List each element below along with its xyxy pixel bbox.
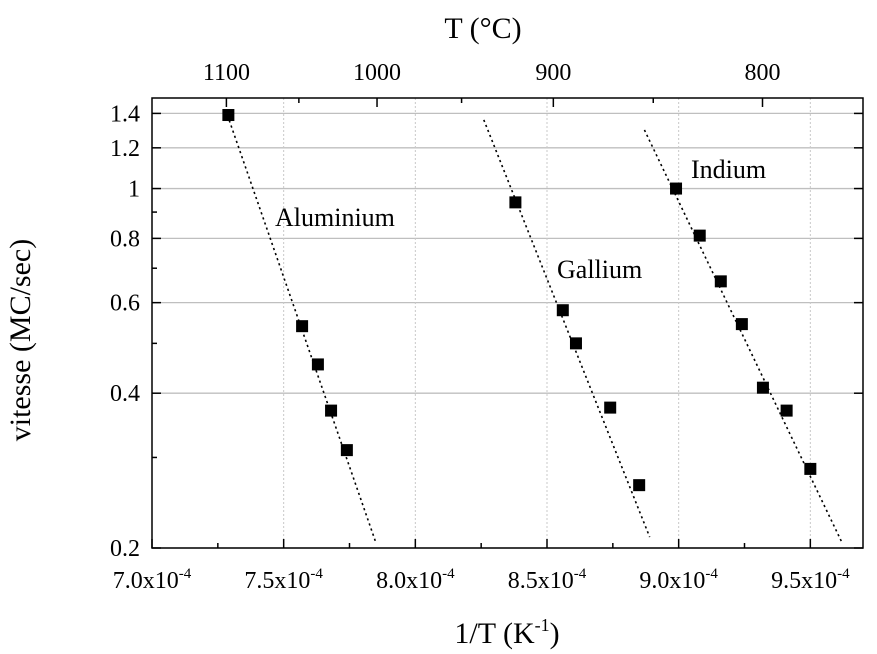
- y-tick-label: 0.4: [110, 381, 140, 407]
- data-point: [735, 318, 748, 331]
- fit-line: [643, 129, 843, 543]
- x-axis-title-exponent: -1: [535, 615, 550, 635]
- x-tick-label: 7.5x10-4: [244, 566, 323, 594]
- data-point: [311, 358, 324, 371]
- x-tick-label: 8.5x10-4: [508, 566, 587, 594]
- top-tick-label: 1100: [203, 60, 250, 86]
- x-tick-label: 8.0x10-4: [376, 566, 455, 594]
- data-point: [780, 404, 793, 417]
- y-tick-label: 1.2: [110, 136, 140, 162]
- data-point: [222, 109, 235, 122]
- y-tick-label: 0.8: [110, 226, 140, 252]
- x-axis-title-main: 1/T (K: [454, 617, 535, 650]
- data-point: [714, 275, 727, 288]
- data-points: [222, 109, 817, 492]
- y-tick-label: 1: [128, 177, 140, 203]
- data-point: [556, 304, 569, 317]
- top-tick-label: 900: [535, 60, 571, 86]
- x-tick-label: 9.0x10-4: [639, 566, 718, 594]
- data-point: [633, 479, 646, 492]
- data-point: [569, 337, 582, 350]
- y-axis-title: vitesse (MC/sec): [4, 239, 37, 441]
- x-axis-title: 1/T (K-1): [454, 615, 559, 650]
- data-point: [296, 320, 309, 333]
- y-tick-label: 1.4: [110, 101, 140, 127]
- data-point: [509, 196, 522, 209]
- x-axis-title-end: ): [550, 617, 560, 650]
- x-tick-label: 7.0x10-4: [113, 566, 192, 594]
- x-tick-label: 9.5x10-4: [771, 566, 850, 594]
- series-label-indium: Indium: [691, 155, 766, 184]
- data-point: [756, 381, 769, 394]
- axis-ticks: [151, 98, 863, 549]
- data-point: [325, 404, 338, 417]
- data-point: [340, 444, 353, 457]
- top-tick-label: 800: [745, 60, 781, 86]
- series-label-aluminium: Aluminium: [275, 203, 395, 232]
- data-point: [693, 229, 706, 242]
- top-axis-title: T (°C): [444, 12, 521, 45]
- fit-line: [483, 119, 651, 538]
- tick-labels: 0.2 0.4 0.6 0.8 1 1.2 1.4 7.0x10-4 7.5x10-4 8.0x1…: [110, 60, 850, 594]
- series-label-gallium: Gallium: [557, 255, 642, 284]
- top-tick-label: 1000: [353, 60, 401, 86]
- plot-frame: [151, 97, 864, 549]
- data-point: [804, 462, 817, 475]
- data-point: [670, 182, 683, 195]
- y-tick-label: 0.2: [110, 536, 140, 562]
- y-tick-label: 0.6: [110, 291, 140, 317]
- data-point: [604, 401, 617, 414]
